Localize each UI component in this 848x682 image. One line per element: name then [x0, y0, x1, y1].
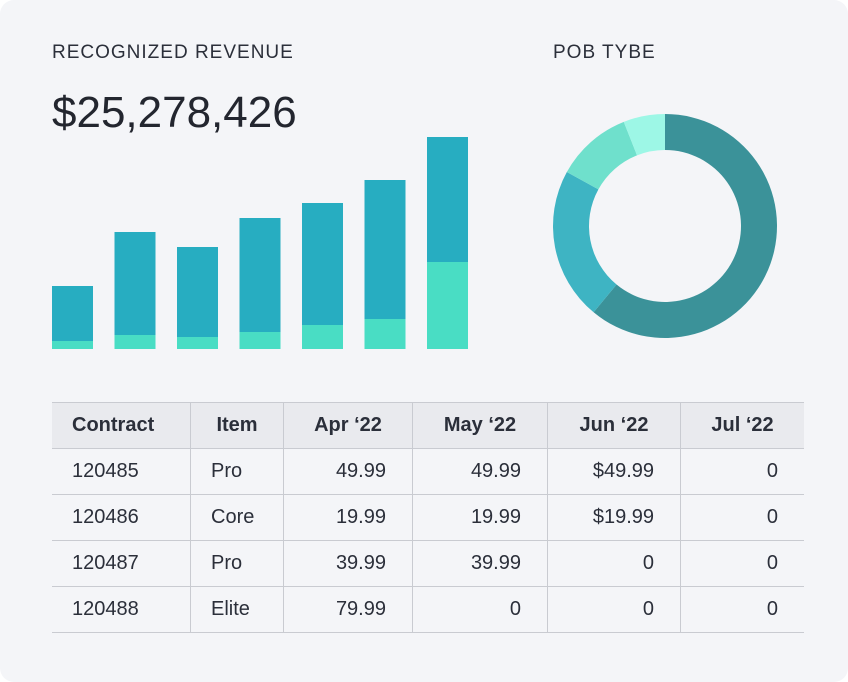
bar-6-segment-2 — [364, 180, 406, 319]
cell-jun: $19.99 — [547, 494, 681, 541]
table-header-row: Contract Item Apr ‘22 May ‘22 Jun ‘22 Ju… — [52, 402, 804, 449]
cell-may: 0 — [412, 586, 548, 633]
cell-jun: $49.99 — [547, 448, 681, 495]
revenue-bar-chart — [52, 137, 468, 349]
header-contract: Contract — [52, 402, 191, 449]
bar-5-segment-1 — [302, 325, 343, 349]
bar-3-segment-1 — [177, 337, 218, 349]
bar-1-segment-2 — [52, 286, 93, 341]
bar-2-segment-2 — [114, 232, 156, 335]
contracts-table: Contract Item Apr ‘22 May ‘22 Jun ‘22 Ju… — [52, 402, 804, 633]
cell-apr: 39.99 — [283, 540, 413, 587]
cell-jun: 0 — [547, 540, 681, 587]
table-row: 120486 Core 19.99 19.99 $19.99 0 — [52, 494, 804, 541]
cell-contract: 120488 — [52, 586, 191, 633]
cell-jul: 0 — [680, 540, 804, 587]
pob-donut-chart — [553, 114, 778, 338]
bar-5-segment-2 — [302, 203, 343, 325]
cell-jul: 0 — [680, 494, 804, 541]
recognized-revenue-title: RECOGNIZED REVENUE — [52, 42, 294, 63]
donut-slice-4 — [623, 114, 665, 156]
bar-4-segment-1 — [239, 332, 281, 349]
header-jul: Jul ‘22 — [680, 402, 804, 449]
table-row: 120487 Pro 39.99 39.99 0 0 — [52, 540, 804, 587]
cell-apr: 79.99 — [283, 586, 413, 633]
cell-contract: 120487 — [52, 540, 191, 587]
bar-1-segment-1 — [52, 341, 93, 349]
cell-item: Pro — [190, 540, 284, 587]
pob-type-title: POB TYBE — [553, 42, 656, 63]
donut-slice-2 — [553, 172, 617, 313]
bar-2-segment-1 — [114, 335, 156, 349]
bar-7-segment-1 — [427, 262, 468, 349]
donut-slice-3 — [566, 121, 638, 190]
cell-item: Elite — [190, 586, 284, 633]
bar-3-segment-2 — [177, 247, 218, 337]
cell-jun: 0 — [547, 586, 681, 633]
cell-may: 19.99 — [412, 494, 548, 541]
cell-contract: 120485 — [52, 448, 191, 495]
table-row: 120488 Elite 79.99 0 0 0 — [52, 586, 804, 633]
cell-item: Pro — [190, 448, 284, 495]
cell-may: 49.99 — [412, 448, 548, 495]
header-apr: Apr ‘22 — [283, 402, 413, 449]
cell-item: Core — [190, 494, 284, 541]
revenue-total: $25,278,426 — [52, 88, 297, 137]
bar-7-segment-2 — [427, 137, 468, 262]
header-item: Item — [190, 402, 284, 449]
cell-jul: 0 — [680, 586, 804, 633]
cell-apr: 19.99 — [283, 494, 413, 541]
cell-may: 39.99 — [412, 540, 548, 587]
bar-6-segment-1 — [364, 319, 406, 349]
bar-4-segment-2 — [239, 218, 281, 332]
header-jun: Jun ‘22 — [547, 402, 681, 449]
header-may: May ‘22 — [412, 402, 548, 449]
cell-contract: 120486 — [52, 494, 191, 541]
cell-jul: 0 — [680, 448, 804, 495]
donut-slice-1 — [593, 114, 778, 338]
cell-apr: 49.99 — [283, 448, 413, 495]
table-row: 120485 Pro 49.99 49.99 $49.99 0 — [52, 448, 804, 495]
